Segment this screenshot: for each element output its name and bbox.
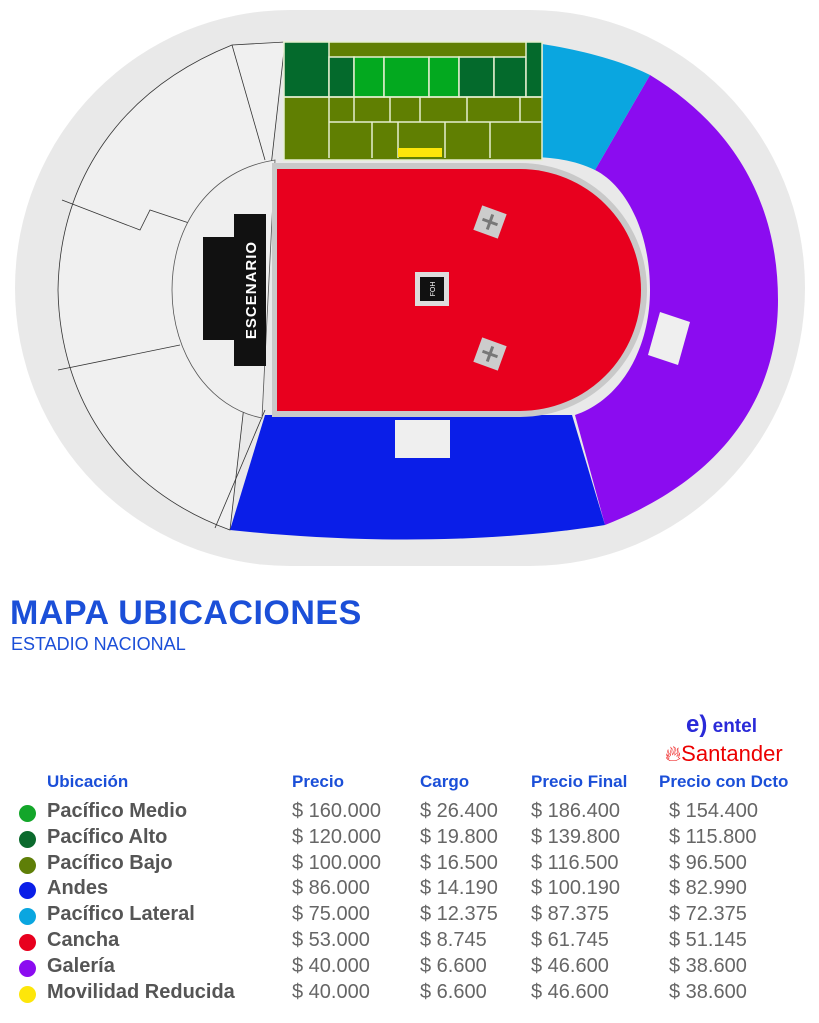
color-dot-icon — [19, 805, 36, 822]
precio-value: $ 40.000 — [292, 980, 370, 1003]
cargo-value: $ 26.400 — [420, 800, 498, 822]
section-unassigned-left — [57, 41, 286, 531]
table-row: Pacífico Medio $ 160.000 $ 26.400 $ 186.400… — [0, 800, 819, 826]
cargo-value: $ 12.375 — [420, 903, 498, 926]
andes-access — [395, 420, 450, 458]
section-pacifico[interactable] — [283, 41, 543, 161]
precio-value: $ 160.000 — [292, 800, 381, 822]
cargo-value: $ 14.190 — [420, 877, 498, 900]
stadium-map: ESCENARIO FOH — [15, 10, 805, 566]
precio-final-value: $ 100.190 — [531, 877, 620, 900]
color-dot-icon — [19, 830, 36, 848]
page-title: MAPA UBICACIONES — [10, 594, 362, 632]
precio-final-value: $ 46.600 — [531, 980, 609, 1003]
precio-final-value: $ 139.800 — [531, 825, 620, 848]
location-name: Galería — [47, 954, 115, 977]
section-dividers — [57, 44, 266, 529]
color-dot-icon — [19, 959, 36, 977]
precio-final-value: $ 186.400 — [531, 800, 620, 822]
location-name: Cancha — [47, 929, 120, 951]
color-dot-icon — [19, 856, 36, 874]
precio-final-value: $ 46.600 — [531, 954, 609, 977]
precio-dcto-value: $ 51.145 — [669, 929, 747, 951]
location-name: Pacífico Bajo — [47, 851, 173, 874]
cargo-value: $ 8.745 — [420, 929, 487, 951]
precio-value: $ 120.000 — [292, 825, 381, 848]
foh-booth: FOH — [415, 272, 449, 306]
entel-e-icon: e) — [686, 711, 708, 738]
column-header-ubicacion: Ubicación — [47, 772, 129, 791]
precio-value: $ 86.000 — [292, 877, 370, 900]
location-name: Pacífico Medio — [47, 800, 188, 822]
table-row: Pacífico Bajo $ 100.000 $ 16.500 $ 116.500 $… — [0, 852, 819, 878]
precio-dcto-value: $ 72.375 — [669, 903, 747, 926]
color-dot-icon — [19, 934, 36, 951]
tower-icon — [473, 205, 507, 239]
precio-dcto-value: $ 115.800 — [669, 825, 757, 848]
pacifico-medio — [353, 56, 385, 98]
entel-logo: e) entel — [686, 711, 757, 739]
table-row: Pacífico Lateral $ 75.000 $ 12.375 $ 87.375… — [0, 903, 819, 929]
location-name: Pacífico Lateral — [47, 903, 195, 926]
cargo-value: $ 16.500 — [420, 851, 498, 874]
precio-dcto-value: $ 96.500 — [669, 851, 747, 874]
precio-value: $ 40.000 — [292, 954, 370, 977]
santander-flame-icon: 🔥︎ — [665, 741, 682, 766]
location-name: Movilidad Reducida — [47, 980, 235, 1003]
column-header-precio-final: Precio Final — [531, 772, 628, 791]
table-row: Andes $ 86.000 $ 14.190 $ 100.190 $ 82.990 — [0, 877, 819, 903]
stage-label: ESCENARIO — [243, 241, 260, 339]
location-name: Andes — [47, 877, 109, 900]
column-header-precio: Precio — [292, 772, 344, 791]
column-header-cargo: Cargo — [420, 772, 470, 791]
section-pacifico-lateral[interactable] — [530, 44, 650, 170]
precio-dcto-value: $ 154.400 — [669, 800, 758, 822]
precio-final-value: $ 116.500 — [531, 851, 619, 874]
cargo-value: $ 6.600 — [420, 954, 487, 977]
page-subtitle: ESTADIO NACIONAL — [11, 634, 186, 654]
color-dot-icon — [19, 908, 36, 926]
cargo-value: $ 19.800 — [420, 825, 498, 848]
table-row: Pacífico Alto $ 120.000 $ 19.800 $ 139.800 $… — [0, 826, 819, 852]
santander-logo: 🔥︎Santander — [665, 741, 783, 767]
santander-text: Santander — [681, 741, 783, 766]
movilidad-reducida — [398, 148, 442, 157]
table-row: Galería $ 40.000 $ 6.600 $ 46.600 $ 38.600 — [0, 955, 819, 981]
location-name: Pacífico Alto — [47, 825, 168, 848]
table-row: Cancha $ 53.000 $ 8.745 $ 61.745 $ 51.145 — [0, 929, 819, 955]
precio-dcto-value: $ 82.990 — [669, 877, 747, 900]
stage: ESCENARIO — [203, 214, 266, 366]
galeria-access — [648, 312, 690, 365]
precio-value: $ 100.000 — [292, 851, 381, 874]
tower-icon — [473, 337, 507, 371]
precio-dcto-value: $ 38.600 — [669, 954, 747, 977]
precio-value: $ 75.000 — [292, 903, 370, 926]
precio-value: $ 53.000 — [292, 929, 370, 951]
color-dot-icon — [19, 882, 36, 900]
color-dot-icon — [19, 985, 36, 1003]
precio-final-value: $ 87.375 — [531, 903, 609, 926]
pacifico-alto-left — [283, 41, 330, 98]
cargo-value: $ 6.600 — [420, 980, 487, 1003]
cancha-field[interactable] — [277, 169, 641, 411]
column-header-precio-dcto: Precio con Dcto — [659, 772, 789, 791]
section-andes[interactable] — [230, 415, 605, 540]
pacifico-alto-right — [458, 56, 495, 98]
entel-text: entel — [712, 716, 757, 737]
section-galeria[interactable] — [575, 75, 778, 525]
precio-dcto-value: $ 38.600 — [669, 980, 747, 1003]
foh-label: FOH — [430, 282, 437, 297]
table-row: Movilidad Reducida $ 40.000 $ 6.600 $ 46.60… — [0, 981, 819, 1007]
precio-final-value: $ 61.745 — [531, 929, 609, 951]
